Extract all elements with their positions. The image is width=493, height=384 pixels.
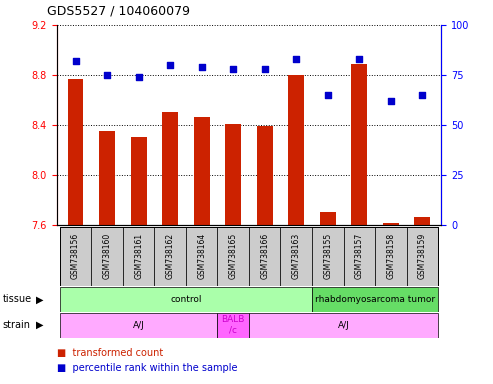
- Text: GSM738165: GSM738165: [229, 233, 238, 280]
- Text: ■  transformed count: ■ transformed count: [57, 348, 163, 358]
- Bar: [312, 287, 438, 312]
- Bar: [375, 227, 407, 286]
- Text: ▶: ▶: [35, 294, 43, 305]
- Bar: [225, 124, 241, 225]
- Point: [355, 56, 363, 62]
- Bar: [249, 227, 281, 286]
- Text: GSM738162: GSM738162: [166, 233, 175, 280]
- Bar: [249, 313, 438, 338]
- Point: [324, 92, 332, 98]
- Text: GSM738161: GSM738161: [134, 233, 143, 280]
- Bar: [415, 217, 430, 225]
- Text: tissue: tissue: [2, 294, 32, 305]
- Text: GSM738158: GSM738158: [387, 233, 395, 280]
- Bar: [257, 126, 273, 225]
- Text: control: control: [170, 295, 202, 304]
- Bar: [281, 227, 312, 286]
- Bar: [344, 227, 375, 286]
- Text: GSM738160: GSM738160: [103, 233, 111, 280]
- Bar: [288, 75, 304, 225]
- Bar: [91, 227, 123, 286]
- Point: [229, 66, 237, 72]
- Point: [103, 72, 111, 78]
- Bar: [320, 212, 336, 225]
- Text: A/J: A/J: [133, 321, 144, 329]
- Bar: [60, 227, 91, 286]
- Text: BALB
/c: BALB /c: [221, 315, 245, 335]
- Bar: [68, 79, 83, 225]
- Bar: [154, 227, 186, 286]
- Bar: [60, 313, 217, 338]
- Bar: [60, 287, 312, 312]
- Bar: [123, 227, 154, 286]
- Text: GDS5527 / 104060079: GDS5527 / 104060079: [47, 4, 190, 17]
- Point: [261, 66, 269, 72]
- Bar: [312, 227, 344, 286]
- Bar: [99, 131, 115, 225]
- Bar: [407, 227, 438, 286]
- Text: strain: strain: [2, 320, 31, 330]
- Bar: [194, 118, 210, 225]
- Bar: [383, 223, 399, 225]
- Text: GSM738156: GSM738156: [71, 233, 80, 280]
- Text: rhabdomyosarcoma tumor: rhabdomyosarcoma tumor: [315, 295, 435, 304]
- Text: GSM738163: GSM738163: [292, 233, 301, 280]
- Point: [71, 58, 79, 64]
- Point: [387, 98, 395, 104]
- Bar: [217, 313, 249, 338]
- Text: A/J: A/J: [338, 321, 350, 329]
- Text: GSM738157: GSM738157: [355, 233, 364, 280]
- Text: ■  percentile rank within the sample: ■ percentile rank within the sample: [57, 363, 237, 373]
- Bar: [186, 227, 217, 286]
- Bar: [162, 113, 178, 225]
- Bar: [217, 227, 249, 286]
- Text: GSM738155: GSM738155: [323, 233, 332, 280]
- Bar: [131, 137, 146, 225]
- Point: [166, 62, 174, 68]
- Text: ▶: ▶: [35, 320, 43, 330]
- Point: [135, 74, 142, 80]
- Text: GSM738166: GSM738166: [260, 233, 269, 280]
- Point: [198, 64, 206, 70]
- Text: GSM738164: GSM738164: [197, 233, 206, 280]
- Bar: [352, 64, 367, 225]
- Point: [419, 92, 426, 98]
- Point: [292, 56, 300, 62]
- Text: GSM738159: GSM738159: [418, 233, 427, 280]
